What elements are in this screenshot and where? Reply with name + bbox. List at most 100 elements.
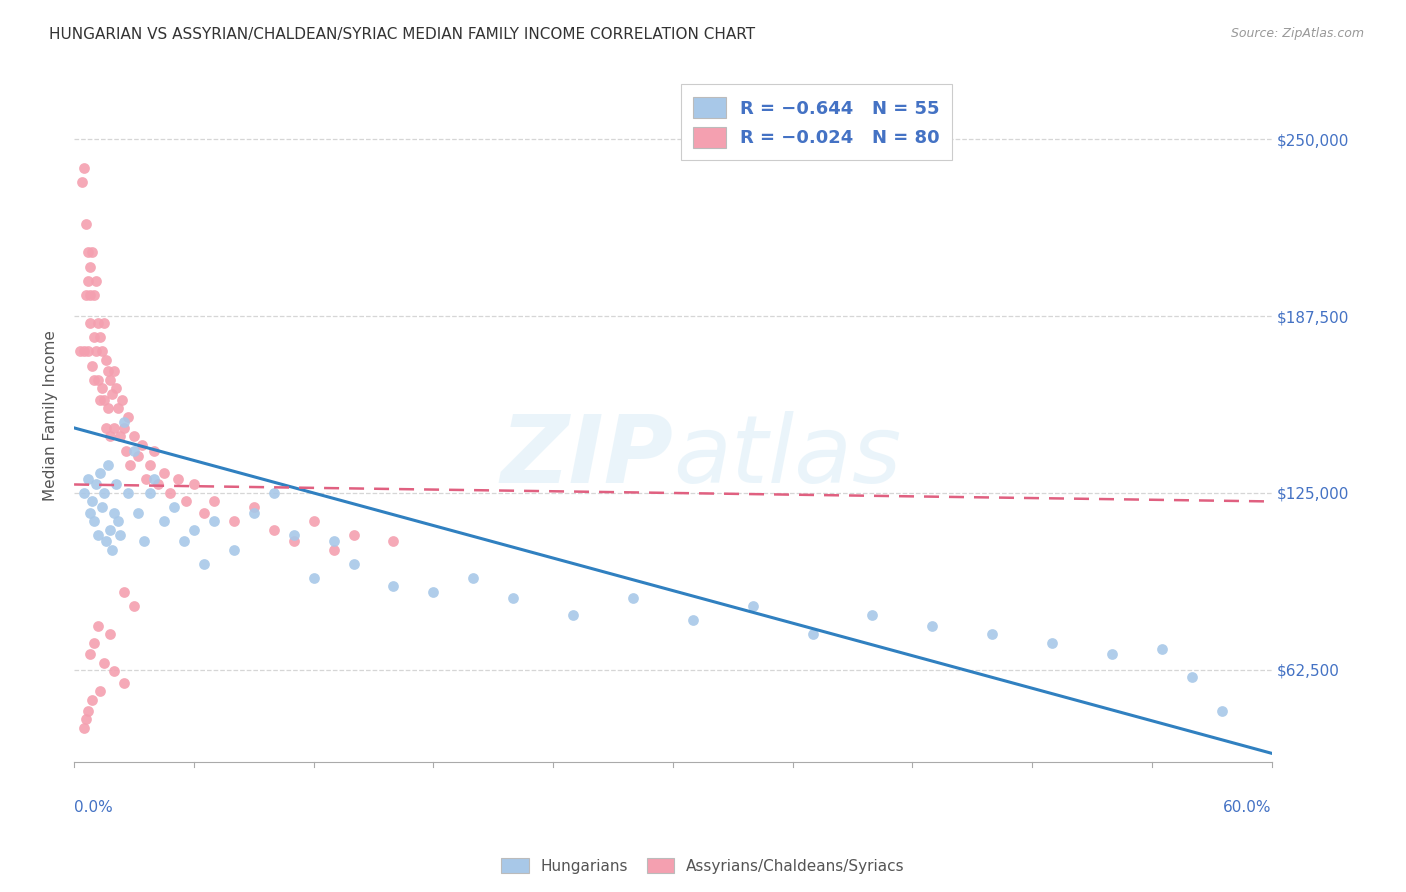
- Point: [183, 477, 205, 491]
- Point: [112, 415, 135, 429]
- Point: [69, 344, 91, 359]
- Text: 0.0%: 0.0%: [75, 800, 112, 815]
- Point: [80, 245, 103, 260]
- Point: [73, 486, 96, 500]
- Point: [921, 619, 943, 633]
- Point: [118, 458, 141, 472]
- Point: [159, 486, 181, 500]
- Point: [105, 381, 128, 395]
- Point: [112, 675, 135, 690]
- Point: [1150, 641, 1173, 656]
- Point: [94, 534, 117, 549]
- Point: [1211, 704, 1233, 718]
- Text: HUNGARIAN VS ASSYRIAN/CHALDEAN/SYRIAC MEDIAN FAMILY INCOME CORRELATION CHART: HUNGARIAN VS ASSYRIAN/CHALDEAN/SYRIAC ME…: [49, 27, 755, 42]
- Point: [97, 458, 120, 472]
- Point: [322, 534, 344, 549]
- Point: [860, 607, 883, 622]
- Point: [83, 514, 105, 528]
- Point: [73, 344, 96, 359]
- Point: [127, 449, 149, 463]
- Point: [77, 274, 100, 288]
- Point: [84, 274, 107, 288]
- Point: [77, 472, 100, 486]
- Point: [103, 506, 125, 520]
- Y-axis label: Median Family Income: Median Family Income: [44, 330, 58, 500]
- Point: [242, 500, 264, 515]
- Point: [108, 429, 131, 443]
- Point: [75, 712, 97, 726]
- Point: [98, 429, 121, 443]
- Point: [562, 607, 585, 622]
- Point: [193, 557, 215, 571]
- Point: [801, 627, 824, 641]
- Point: [153, 466, 176, 480]
- Point: [1181, 670, 1204, 684]
- Point: [108, 528, 131, 542]
- Point: [93, 392, 115, 407]
- Point: [75, 288, 97, 302]
- Point: [98, 523, 121, 537]
- Point: [173, 534, 195, 549]
- Point: [142, 472, 165, 486]
- Point: [222, 542, 245, 557]
- Point: [80, 692, 103, 706]
- Point: [342, 557, 364, 571]
- Point: [79, 316, 101, 330]
- Point: [101, 542, 124, 557]
- Point: [502, 591, 524, 605]
- Point: [101, 387, 124, 401]
- Point: [93, 486, 115, 500]
- Point: [302, 514, 325, 528]
- Point: [112, 421, 135, 435]
- Point: [112, 585, 135, 599]
- Point: [91, 500, 114, 515]
- Point: [131, 438, 153, 452]
- Point: [382, 534, 405, 549]
- Point: [1040, 636, 1063, 650]
- Point: [93, 316, 115, 330]
- Point: [283, 528, 305, 542]
- Point: [87, 316, 110, 330]
- Point: [79, 288, 101, 302]
- Point: [111, 392, 134, 407]
- Point: [741, 599, 763, 614]
- Point: [283, 534, 305, 549]
- Point: [117, 409, 139, 424]
- Point: [98, 373, 121, 387]
- Point: [107, 401, 129, 415]
- Point: [77, 704, 100, 718]
- Point: [1101, 647, 1123, 661]
- Point: [87, 619, 110, 633]
- Point: [222, 514, 245, 528]
- Point: [80, 494, 103, 508]
- Point: [103, 421, 125, 435]
- Point: [382, 579, 405, 593]
- Point: [83, 330, 105, 344]
- Point: [621, 591, 644, 605]
- Point: [263, 523, 285, 537]
- Point: [83, 636, 105, 650]
- Point: [163, 500, 186, 515]
- Point: [142, 443, 165, 458]
- Point: [107, 514, 129, 528]
- Point: [79, 647, 101, 661]
- Point: [94, 353, 117, 368]
- Point: [463, 571, 485, 585]
- Point: [98, 627, 121, 641]
- Point: [80, 359, 103, 373]
- Point: [422, 585, 444, 599]
- Point: [139, 458, 162, 472]
- Point: [139, 486, 162, 500]
- Point: [105, 477, 128, 491]
- Point: [263, 486, 285, 500]
- Point: [91, 344, 114, 359]
- Point: [202, 494, 225, 508]
- Point: [84, 344, 107, 359]
- Point: [322, 542, 344, 557]
- Point: [127, 506, 149, 520]
- Text: 60.0%: 60.0%: [1223, 800, 1271, 815]
- Text: Source: ZipAtlas.com: Source: ZipAtlas.com: [1230, 27, 1364, 40]
- Point: [75, 217, 97, 231]
- Point: [73, 721, 96, 735]
- Point: [122, 443, 145, 458]
